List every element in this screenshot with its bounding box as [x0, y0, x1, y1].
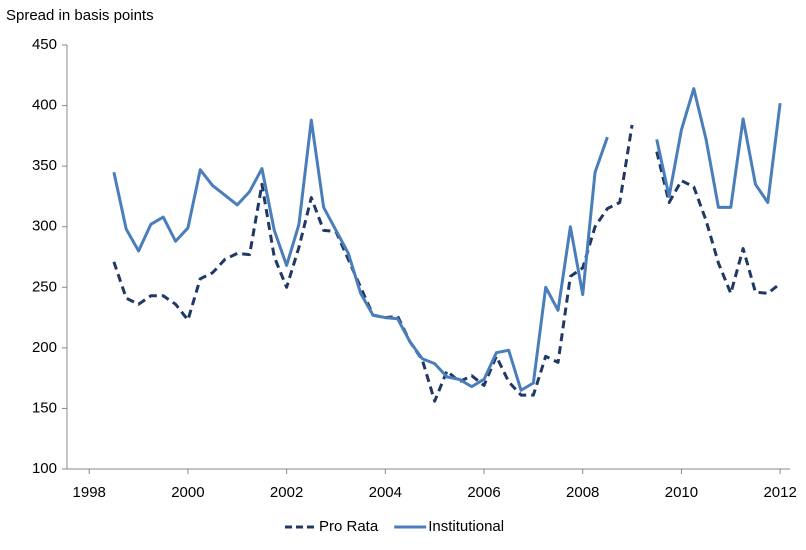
x-tick-label: 2012: [763, 484, 796, 501]
x-tick-label: 2002: [270, 484, 303, 501]
legend-label: Pro Rata: [319, 518, 379, 535]
x-tick-label: 2008: [566, 484, 599, 501]
y-axis-label: Spread in basis points: [6, 7, 154, 24]
legend-label: Institutional: [428, 518, 504, 535]
series-line: [112, 87, 782, 392]
x-tick-label: 2004: [369, 484, 402, 501]
y-tick-label: 200: [32, 339, 57, 356]
y-tick-label: 350: [32, 157, 57, 174]
x-tick-label: 2010: [665, 484, 698, 501]
x-tick-label: 2006: [467, 484, 500, 501]
y-tick-label: 100: [32, 460, 57, 477]
y-tick-label: 400: [32, 97, 57, 114]
y-tick-label: 150: [32, 399, 57, 416]
x-tick-label: 1998: [73, 484, 106, 501]
series-line: [112, 124, 782, 403]
y-tick-label: 450: [32, 36, 57, 53]
y-tick-label: 300: [32, 218, 57, 235]
x-tick-label: 2000: [171, 484, 204, 501]
y-tick-label: 250: [32, 278, 57, 295]
